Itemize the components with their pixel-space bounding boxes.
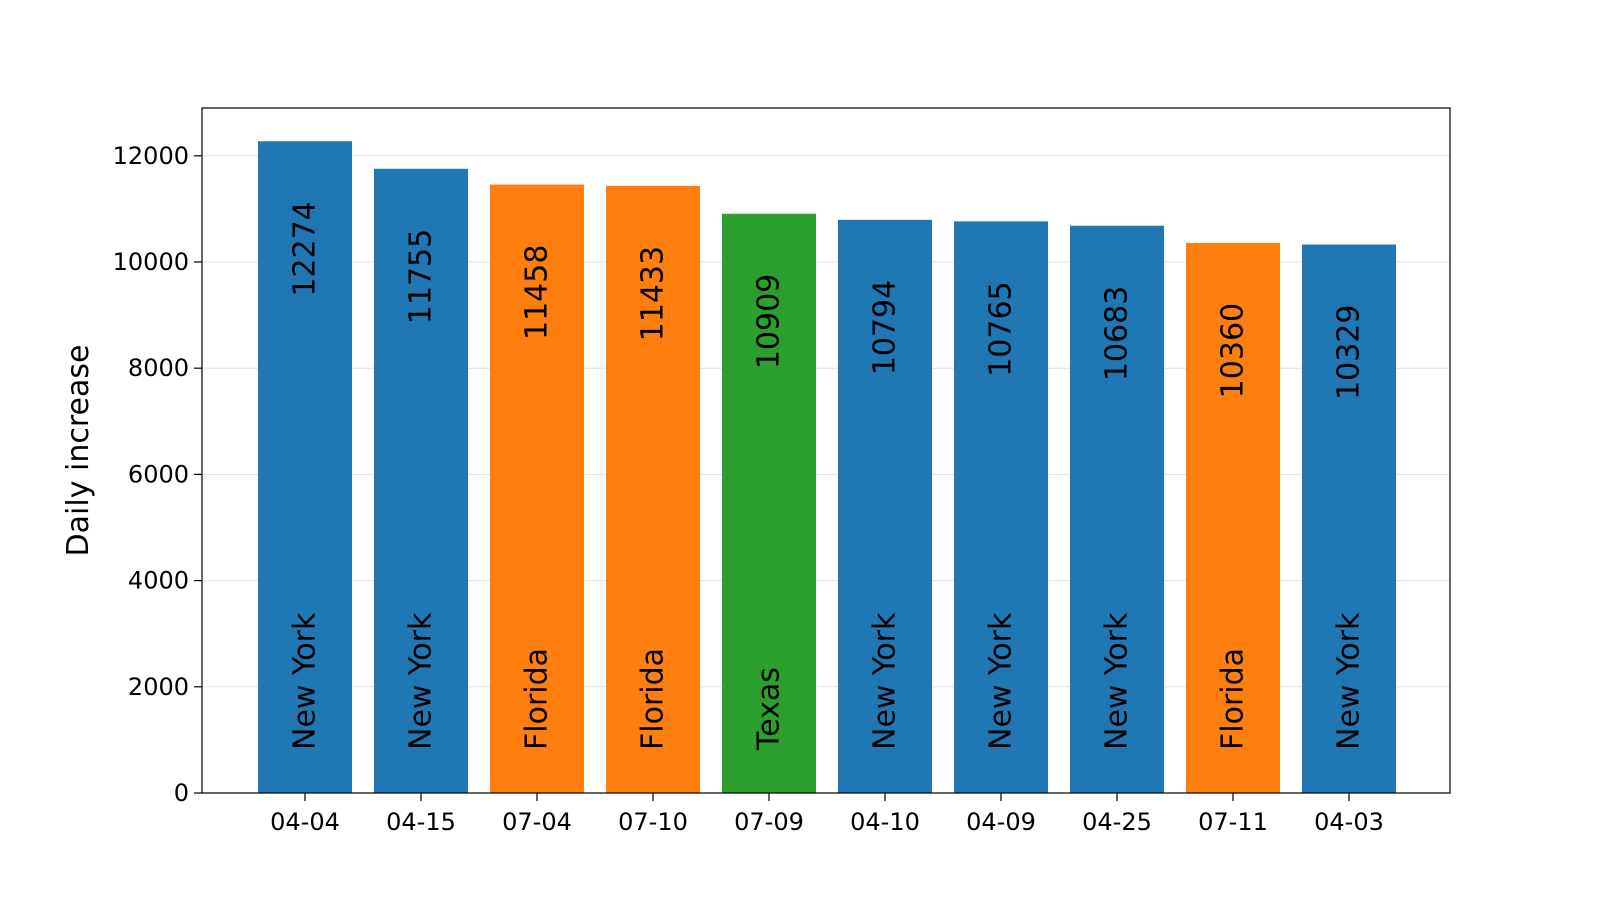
y-tick-label: 8000 (128, 354, 189, 382)
bar (490, 184, 584, 794)
y-axis: 0 2000 4000 6000 8000 10000 12000 (113, 142, 202, 807)
y-tick-label: 12000 (113, 142, 189, 170)
bar-state-label: New York (984, 612, 1019, 750)
bar-state-label: Florida (636, 648, 671, 750)
bar (606, 185, 700, 794)
bar-value-label: 10765 (984, 281, 1019, 376)
bar (1070, 225, 1164, 793)
bar (954, 221, 1048, 794)
bar-value-label: 10683 (1100, 286, 1135, 381)
bar-state-label: Texas (752, 667, 787, 751)
x-axis: 04-04 04-15 07-04 07-10 07-09 04-10 04-09 04-25… (270, 793, 1384, 836)
bar-state-label: New York (288, 612, 323, 750)
x-tick-label: 07-10 (618, 808, 688, 836)
y-tick-label: 4000 (128, 567, 189, 595)
bar (722, 213, 816, 794)
bar-state-label: Florida (520, 648, 555, 750)
x-tick-label: 04-04 (270, 808, 340, 836)
bar-value-label: 11458 (520, 245, 555, 340)
plot-frame (201, 107, 1451, 794)
bar-value-label: 10360 (1216, 303, 1251, 398)
bar-state-label: New York (1100, 612, 1135, 750)
x-tick-label: 07-09 (734, 808, 804, 836)
bar (1186, 242, 1280, 793)
bar-state-label: Florida (1216, 648, 1251, 750)
bar-value-label: 11433 (636, 246, 671, 341)
y-axis-title: Daily increase (61, 345, 96, 557)
bar-state-label: New York (1332, 612, 1367, 750)
bar-value-label: 10329 (1332, 305, 1367, 400)
x-tick-label: 04-10 (850, 808, 920, 836)
bar (258, 141, 352, 793)
x-tick-label: 07-11 (1198, 808, 1268, 836)
bar (1302, 244, 1396, 793)
bar-state-label: New York (404, 612, 439, 750)
x-tick-label: 07-04 (502, 808, 572, 836)
x-tick-label: 04-09 (966, 808, 1036, 836)
x-tick-label: 04-03 (1314, 808, 1384, 836)
bar-value-label: 11755 (404, 229, 439, 324)
y-tick-label: 10000 (113, 248, 189, 276)
x-tick-label: 04-25 (1082, 808, 1152, 836)
bar-state-label: New York (868, 612, 903, 750)
bar-value-label: 10909 (752, 274, 787, 369)
bar (374, 168, 468, 793)
y-tick-label: 0 (174, 779, 189, 807)
bar-value-label: 12274 (288, 201, 323, 296)
x-tick-label: 04-15 (386, 808, 456, 836)
bar (838, 219, 932, 794)
bar-value-label: 10794 (868, 280, 903, 375)
y-tick-label: 2000 (128, 673, 189, 701)
y-tick-label: 6000 (128, 460, 189, 488)
bars: 12274 New York 11755 New York 11458 Florida 11… (258, 141, 1396, 794)
